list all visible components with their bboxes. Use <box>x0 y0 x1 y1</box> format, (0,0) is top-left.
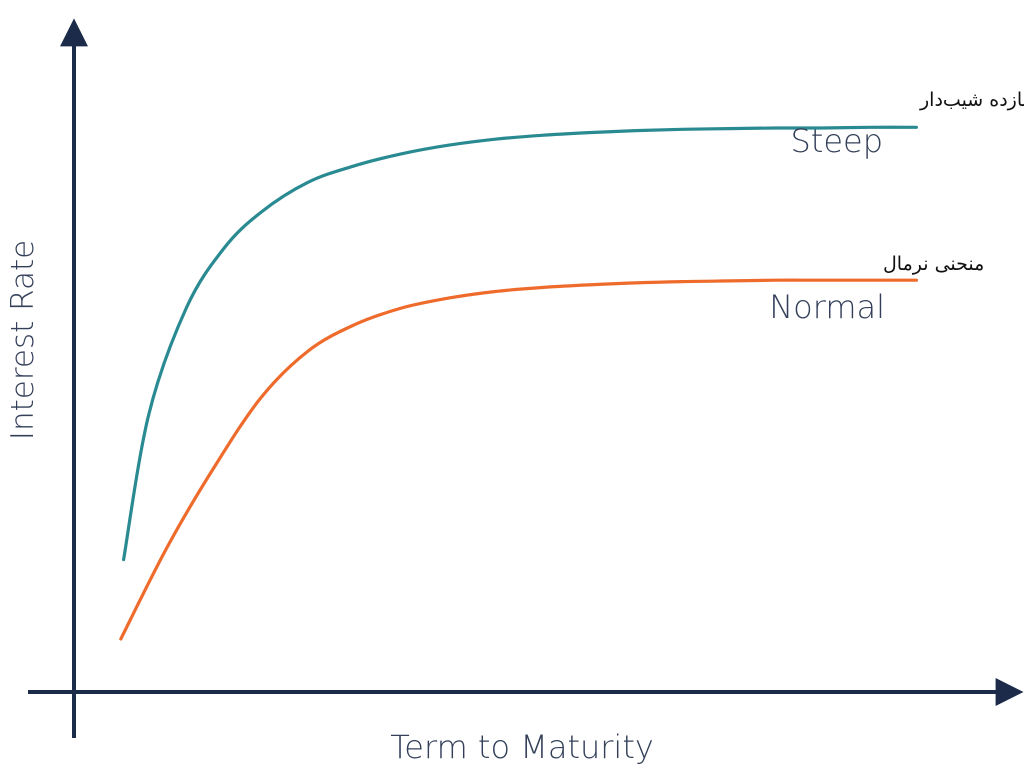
series-label-normal: Normal <box>769 288 885 326</box>
series-line-steep <box>122 125 918 562</box>
series-label-steep: Steep <box>790 122 883 160</box>
y-axis-title: Interest Rate <box>5 240 41 440</box>
series-label-steep-fa: منحنی بازده شیب‌دار <box>919 89 1024 111</box>
x-axis-title: Term to Maturity <box>390 728 654 766</box>
series-line-normal <box>119 278 918 641</box>
series-label-normal-fa: منحنی نرمال <box>883 253 984 275</box>
